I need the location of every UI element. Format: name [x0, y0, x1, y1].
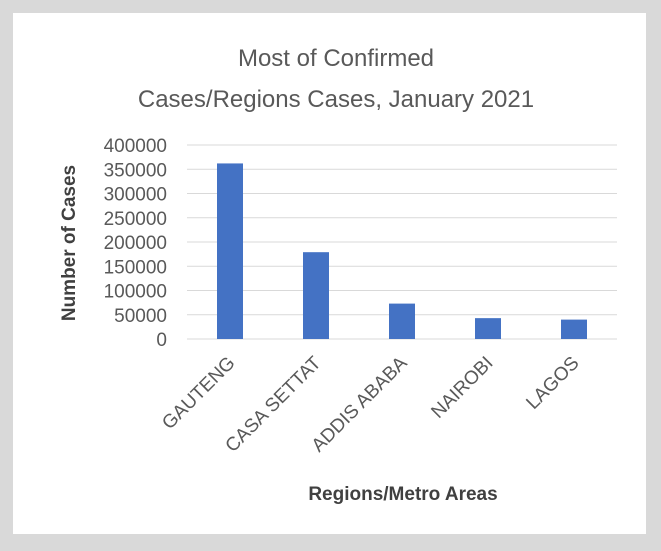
y-tick-label: 50000 [114, 306, 167, 327]
y-tick-label: 150000 [104, 257, 167, 278]
y-tick-label: 250000 [104, 209, 167, 230]
x-tick-label: GAUTENG [158, 353, 239, 434]
chart-title-line-2: Cases/Regions Cases, January 2021 [138, 86, 534, 113]
y-tick-label: 0 [156, 330, 167, 351]
x-tick-label: LAGOS [522, 353, 583, 414]
chart-title-line-1: Most of Confirmed [238, 45, 434, 72]
bar-nairobi [475, 318, 501, 339]
bars [217, 163, 587, 339]
bar-casa-settat [303, 252, 329, 339]
x-tick-label: NAIROBI [427, 353, 497, 423]
bar-lagos [561, 319, 587, 339]
bar-gauteng [217, 163, 243, 339]
y-tick-label: 300000 [104, 185, 167, 206]
y-tick-label: 100000 [104, 282, 167, 303]
bar-addis-ababa [389, 303, 415, 339]
y-tick-label: 200000 [104, 233, 167, 254]
y-axis-title: Number of Cases [59, 165, 80, 321]
y-tick-label: 400000 [104, 136, 167, 157]
gridlines [187, 144, 617, 340]
x-axis-title: Regions/Metro Areas [308, 484, 497, 505]
y-axis-ticks: 0 50000 100000 150000 200000 250000 300000 3500… [104, 136, 167, 351]
y-tick-label: 350000 [104, 160, 167, 181]
chart-panel [13, 13, 646, 534]
